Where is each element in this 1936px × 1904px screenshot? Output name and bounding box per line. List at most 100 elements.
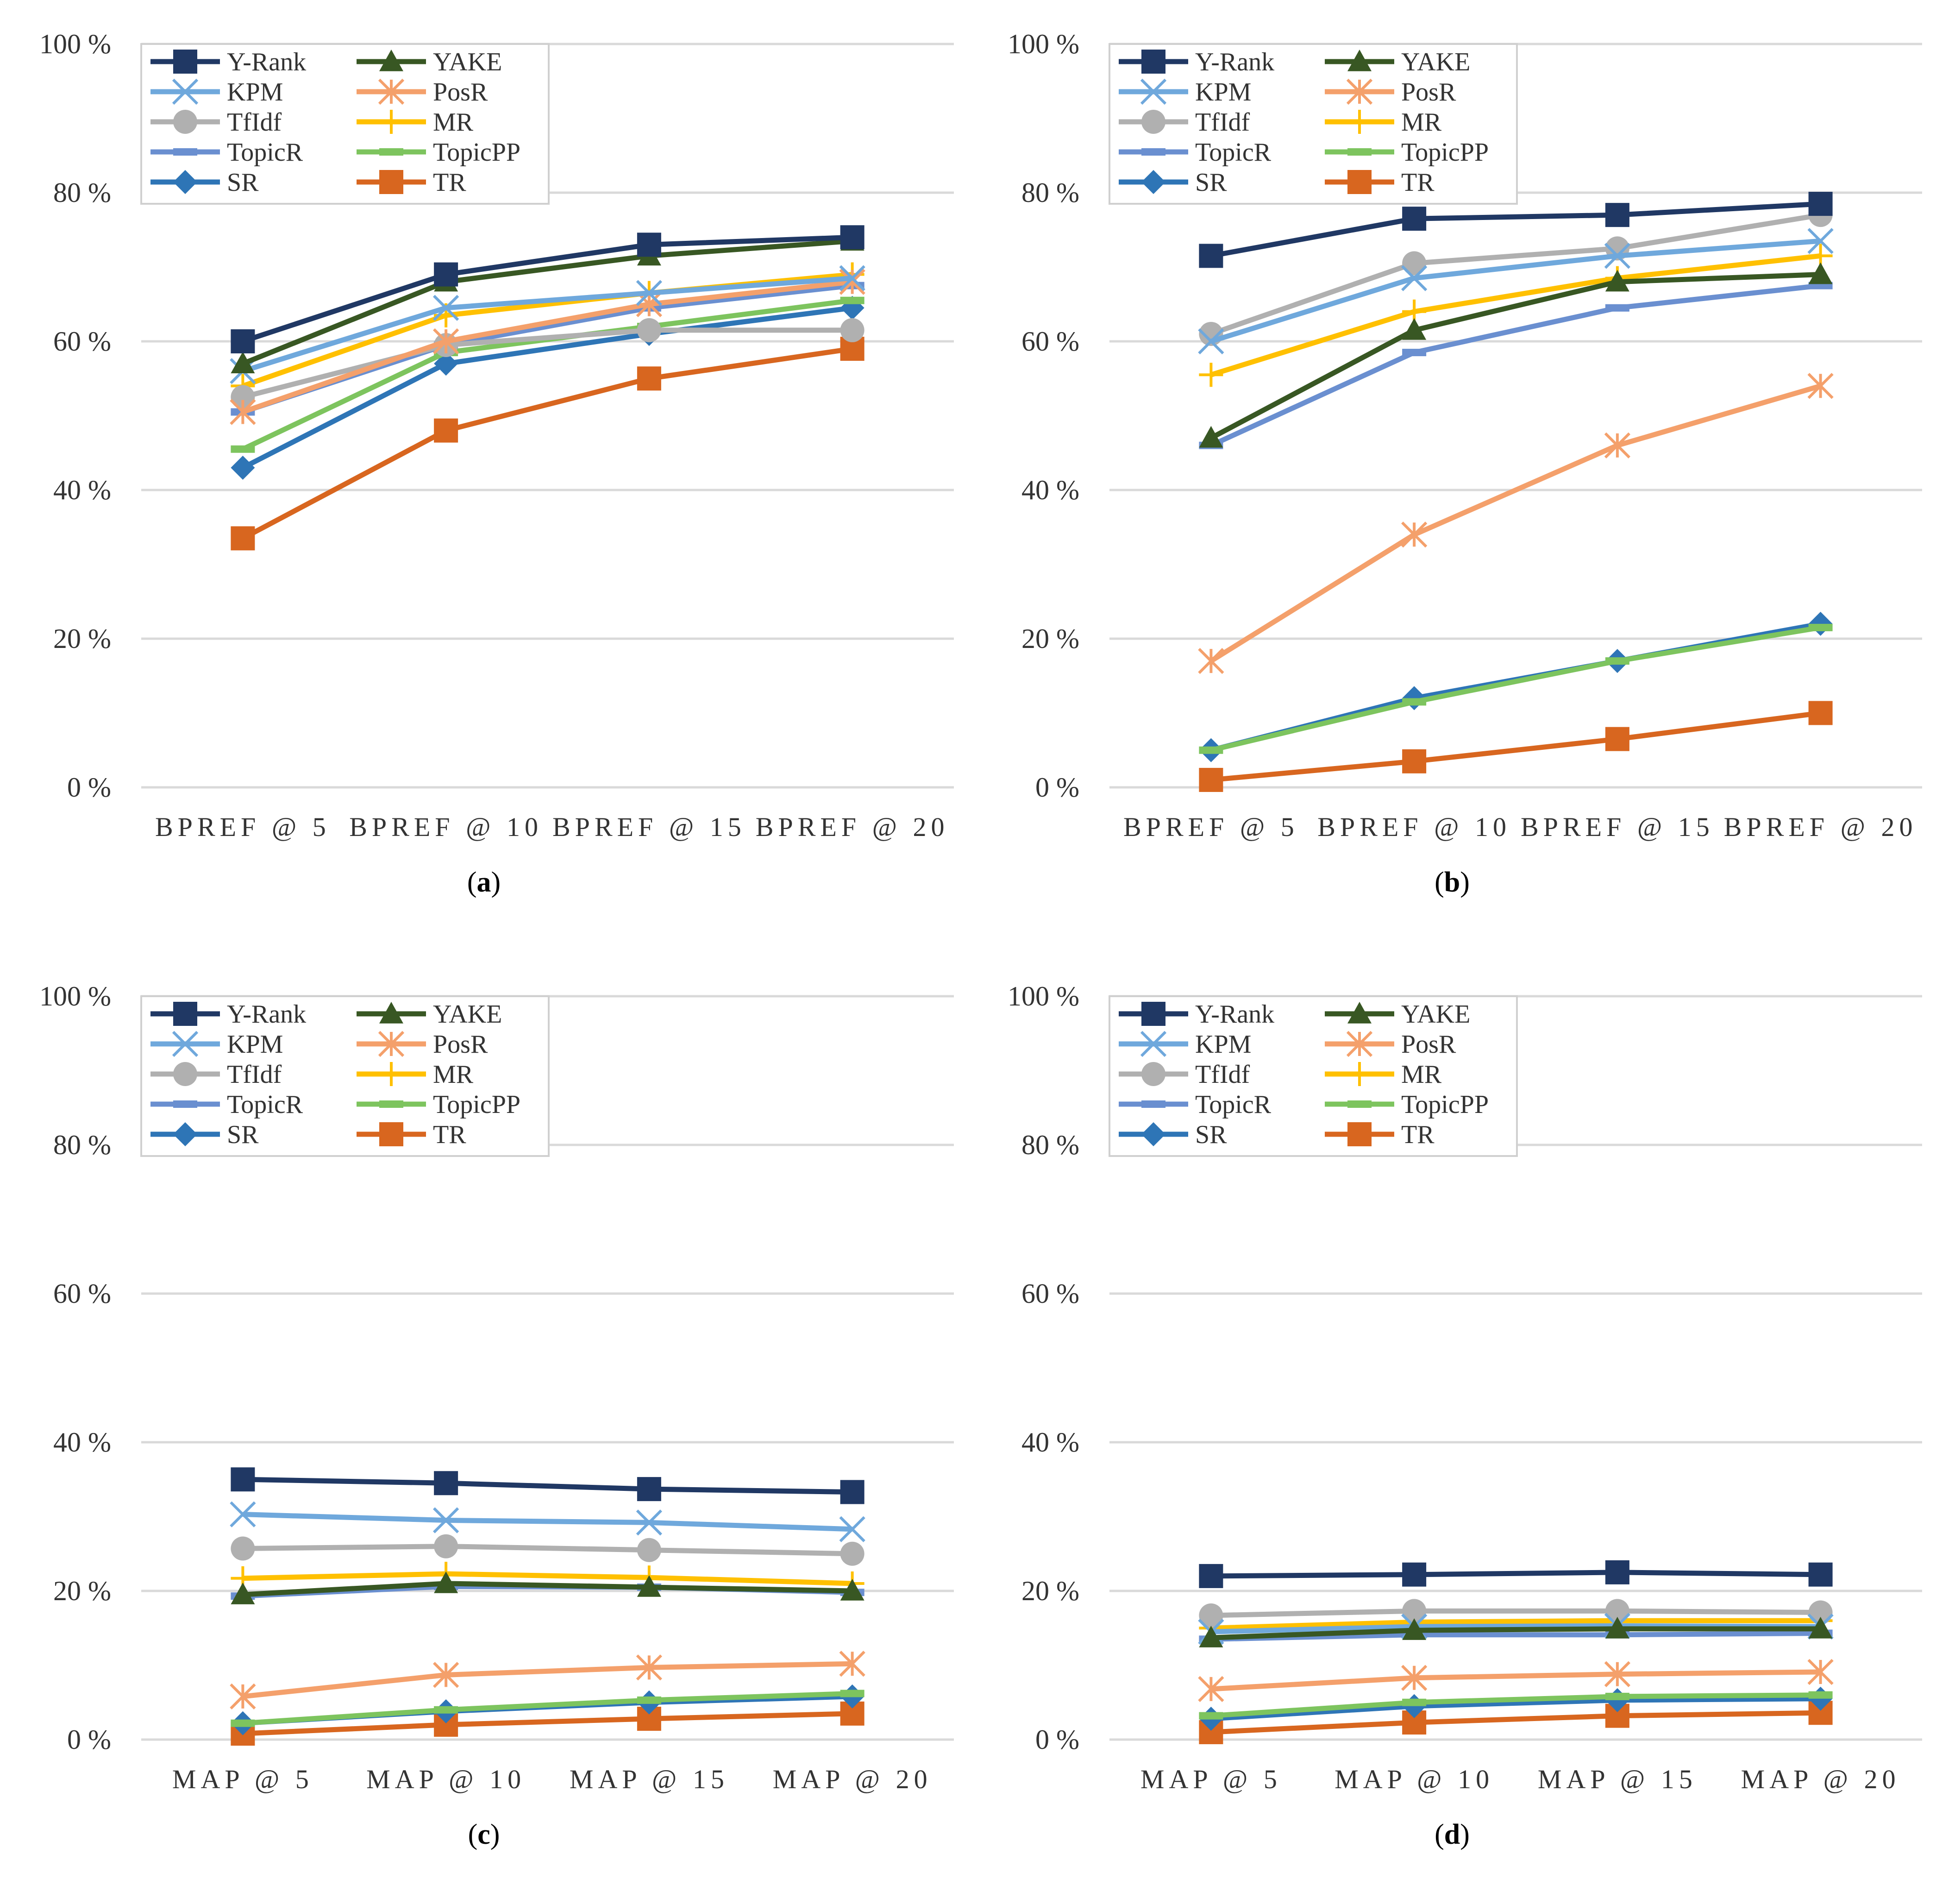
point-a-TfIdf-0 [231, 385, 255, 409]
ytick-a-4: 80 % [53, 177, 111, 208]
legend-label-c-TfIdf: TfIdf [227, 1060, 282, 1089]
legend-label-c-Y-Rank: Y-Rank [227, 1000, 306, 1029]
panel-a: 0 % 20 % 40 % 60 % 80 % 100 % BPREF @ 5 BPREF @… [0, 0, 968, 952]
point-a-TR-0 [231, 526, 255, 551]
legend-label-d-SR: SR [1195, 1120, 1227, 1149]
legend-label-d-TopicR: TopicR [1195, 1090, 1272, 1119]
ytick-b-3: 60 % [1021, 326, 1079, 357]
point-a-PosR-3 [839, 269, 865, 295]
point-b-SR-3 [1808, 611, 1833, 636]
series-d-Y-Rank [1199, 1560, 1833, 1588]
series-b-YAKE [1199, 262, 1833, 448]
point-a-TopicPP-0 [231, 445, 255, 453]
legend-label-c-KPM: KPM [227, 1030, 283, 1059]
series-a-PosR [230, 269, 865, 425]
xaxis-d: MAP @ 5 MAP @ 10 MAP @ 15 MAP @ 20 [1140, 1764, 1896, 1794]
point-a-TopicPP-3 [840, 296, 865, 304]
panel-c: 0 % 20 % 40 % 60 % 80 % 100 % MAP @ 5 MAP @ 10 M… [0, 952, 968, 1904]
legend-label-a-Y-Rank: Y-Rank [227, 48, 306, 76]
xaxis-a: BPREF @ 5 BPREF @ 10 BPREF @ 15 BPREF @ 20 [155, 812, 949, 842]
point-a-Y-Rank-0 [231, 329, 255, 353]
legend-marker-d-Y-Rank [1141, 1002, 1165, 1026]
legend-label-b-TR: TR [1401, 168, 1435, 197]
legend-item-a-TopicPP: TopicPP [357, 138, 520, 167]
xtick-c-1: MAP @ 10 [366, 1764, 526, 1794]
point-c-TopicPP-3 [840, 1690, 865, 1697]
legend-item-d-TopicR: TopicR [1119, 1090, 1272, 1119]
point-d-TopicPP-0 [1199, 1712, 1223, 1720]
point-b-YAKE-0 [1199, 426, 1223, 448]
point-a-Y-Rank-1 [434, 262, 458, 287]
legend-item-b-MR: MR [1325, 108, 1442, 137]
caption-a-letter: a [476, 867, 491, 898]
point-d-Y-Rank-1 [1402, 1562, 1427, 1587]
legend-label-b-Y-Rank: Y-Rank [1195, 48, 1274, 76]
point-a-SR-0 [231, 455, 255, 480]
point-b-MR-0 [1199, 363, 1223, 387]
point-b-TR-3 [1808, 701, 1833, 725]
line-d-SR [1211, 1696, 1821, 1722]
legend-label-d-TR: TR [1401, 1120, 1435, 1149]
legend-item-c-PosR: PosR [357, 1030, 488, 1059]
series-b-MR [1199, 244, 1833, 387]
caption-b-letter: b [1444, 867, 1460, 898]
legend-label-a-TfIdf: TfIdf [227, 108, 282, 137]
point-b-TR-1 [1402, 749, 1427, 773]
legend-label-a-TopicPP: TopicPP [433, 138, 520, 167]
legend-d: Y-Rank YAKE KPM PosR TfIdf MR TopicR TopicPP SR T… [1109, 995, 1518, 1157]
legend-item-d-Y-Rank: Y-Rank [1119, 1000, 1274, 1029]
series-a-Y-Rank [231, 225, 865, 353]
legend-item-b-SR: SR [1119, 168, 1227, 197]
ytick-c-2: 40 % [53, 1427, 111, 1458]
ytick-a-5: 100 % [39, 29, 111, 59]
line-b-TfIdf [1210, 212, 1821, 337]
point-d-TopicPP-2 [1605, 1692, 1629, 1700]
legend-item-b-Y-Rank: Y-Rank [1119, 48, 1274, 76]
xtick-b-3: BPREF @ 20 [1724, 812, 1917, 842]
legend-marker-c-Y-Rank [173, 1002, 197, 1026]
ytick-d-0: 0 % [1035, 1724, 1079, 1755]
chart-b: 0 %20 %40 %60 %80 %100 %BPREF @ 5 BPREF @… [1008, 29, 1922, 842]
legend-marker-c-YAKE [379, 1002, 403, 1024]
legend-marker-c-TR [379, 1122, 403, 1146]
legend-item-d-TfIdf: TfIdf [1119, 1060, 1250, 1089]
legend-marker-b-KPM [1140, 78, 1167, 105]
ytick-c-0: 0 % [67, 1724, 111, 1755]
xtick-b-0: BPREF @ 5 [1123, 812, 1299, 842]
point-b-YAKE-2 [1605, 270, 1629, 292]
ytick-d-3: 60 % [1021, 1278, 1079, 1309]
series-c-Y-Rank [231, 1467, 865, 1504]
xaxis-b: BPREF @ 5 BPREF @ 10 BPREF @ 15 BPREF @ 20 [1123, 812, 1917, 842]
xtick-a-3: BPREF @ 20 [756, 812, 949, 842]
legend-marker-c-TopicR [173, 1100, 197, 1108]
line-c-KPM [243, 1512, 852, 1532]
series-c-TfIdf [231, 1534, 865, 1566]
legend-item-d-TopicPP: TopicPP [1325, 1090, 1489, 1119]
ytick-b-2: 40 % [1021, 475, 1079, 505]
line-a-SR [241, 305, 853, 470]
series-b-PosR [1198, 373, 1834, 674]
line-d-TopicR [1211, 1630, 1821, 1642]
legend-item-b-YAKE: YAKE [1325, 48, 1470, 76]
xtick-c-0: MAP @ 5 [172, 1764, 313, 1794]
line-c-Y-Rank [243, 1477, 852, 1495]
point-b-PosR-0 [1198, 648, 1224, 674]
line-c-YAKE [243, 1581, 852, 1597]
series-group-c [230, 1467, 865, 1746]
point-b-YAKE-1 [1402, 318, 1427, 340]
series-group-d [1198, 1560, 1834, 1744]
point-b-Y-Rank-1 [1402, 207, 1427, 231]
legend-label-c-TR: TR [433, 1120, 466, 1149]
series-c-TopicPP [231, 1690, 865, 1727]
legend-marker-d-YAKE [1347, 1002, 1372, 1024]
legend-item-d-PosR: PosR [1325, 1030, 1456, 1059]
series-d-TfIdf [1199, 1599, 1833, 1628]
legend-marker-d-TopicPP [1347, 1100, 1372, 1108]
point-b-TopicR-2 [1605, 304, 1629, 312]
line-d-TR [1211, 1710, 1821, 1735]
line-a-KPM [242, 276, 853, 374]
point-b-Y-Rank-0 [1199, 244, 1223, 268]
legend-item-c-TfIdf: TfIdf [150, 1060, 282, 1089]
point-b-TopicR-1 [1402, 349, 1427, 357]
legend-item-c-TopicR: TopicR [150, 1090, 303, 1119]
